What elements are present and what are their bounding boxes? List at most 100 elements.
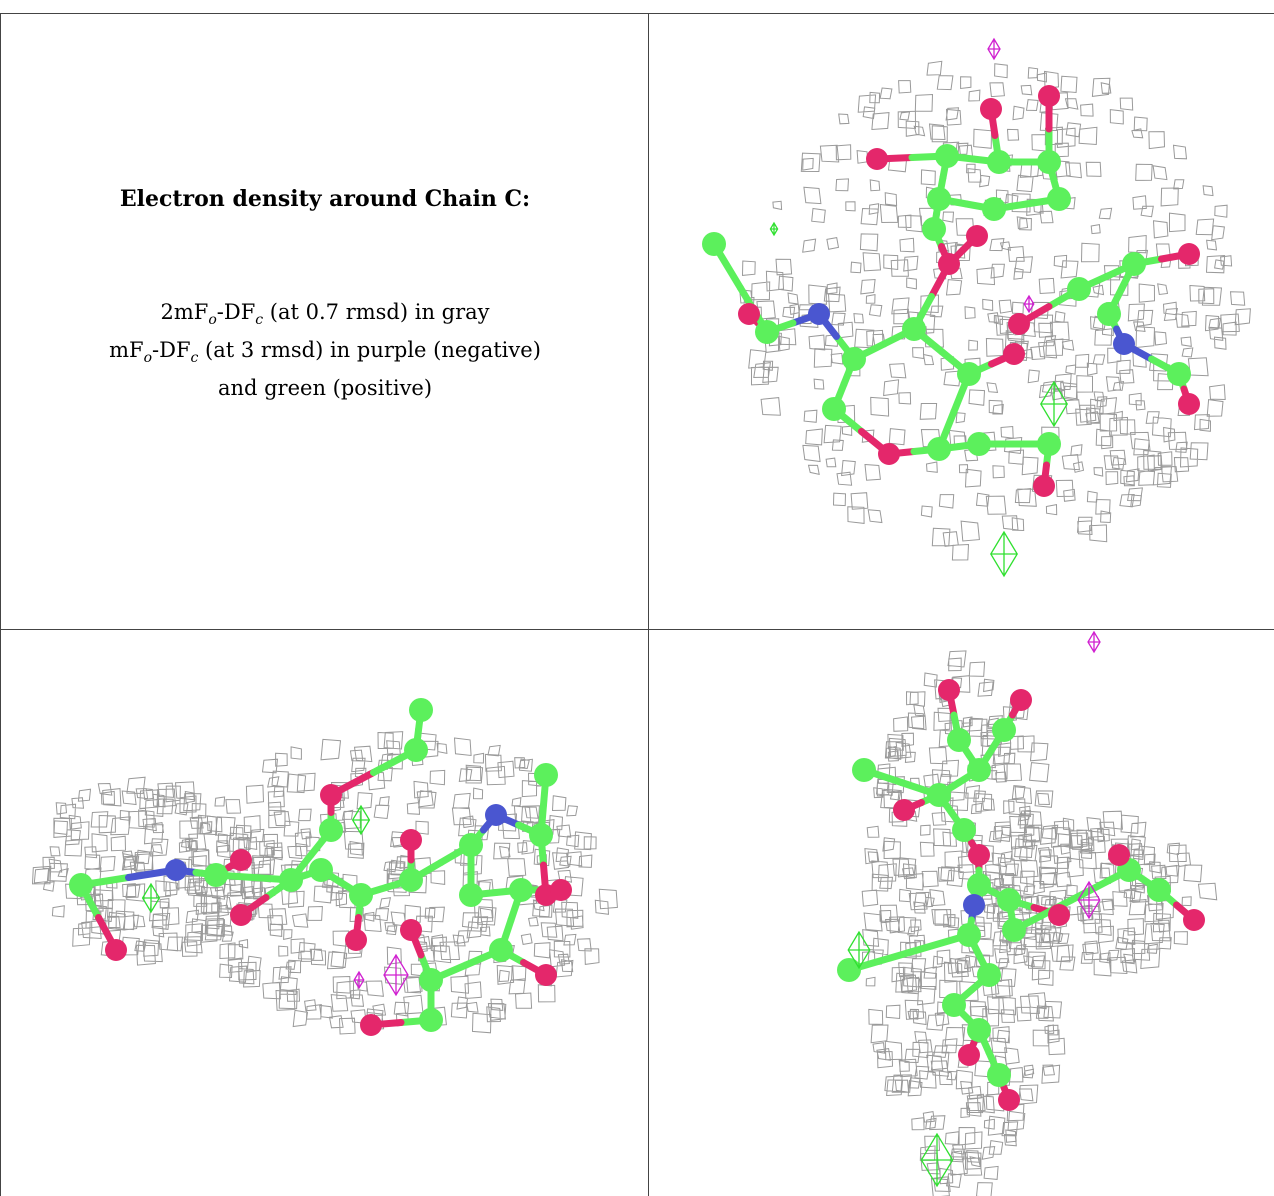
atom-C <box>1002 918 1026 942</box>
atom-O <box>738 303 760 325</box>
atom-O <box>1048 904 1070 926</box>
positive-density-blob <box>769 221 779 237</box>
atom-C <box>837 958 861 982</box>
atom-C <box>755 320 779 344</box>
legend-line-positive: and green (positive) <box>217 376 433 401</box>
atom-O <box>938 253 960 275</box>
atom-C <box>1037 432 1061 456</box>
atom-C <box>977 963 1001 987</box>
positive-density-blob <box>141 882 161 914</box>
atom-C <box>1067 277 1091 301</box>
atom-C <box>489 938 513 962</box>
atom-C <box>997 888 1021 912</box>
atom-C <box>1097 302 1121 326</box>
atom-C <box>842 347 866 371</box>
atom-C <box>319 818 343 842</box>
atom-O <box>535 964 557 986</box>
atom-O <box>400 919 422 941</box>
atom-O <box>1108 844 1130 866</box>
atom-O <box>1008 313 1030 335</box>
atom-O <box>866 148 888 170</box>
positive-density-blob <box>351 804 371 836</box>
atom-C <box>942 993 966 1017</box>
atom-O <box>105 939 127 961</box>
atom-O <box>230 849 252 871</box>
positive-density-blob <box>847 930 871 970</box>
atom-C <box>1047 187 1071 211</box>
negative-density-blob <box>383 953 409 997</box>
atom-C <box>927 783 951 807</box>
caption-legend: 2mFo-DFc (at 0.7 rmsd) in gray mFo-DFc (… <box>1 297 648 403</box>
atom-N <box>485 804 507 826</box>
atom-C <box>349 883 373 907</box>
atom-C <box>967 1018 991 1042</box>
density-view-bottom-left <box>1 630 648 1196</box>
atom-C <box>852 758 876 782</box>
positive-density-blob <box>1040 380 1068 428</box>
legend-line-2fofc: 2mFo-DFc (at 0.7 rmsd) in gray <box>160 300 490 329</box>
density-view-top-right-image <box>702 37 1251 578</box>
atom-O <box>938 679 960 701</box>
atom-N <box>1113 333 1135 355</box>
caption-title: Electron density around Chain C: <box>119 186 531 212</box>
ball-and-stick-model <box>702 85 1200 497</box>
atom-O <box>550 879 572 901</box>
atom-O <box>1033 475 1055 497</box>
atom-C <box>1167 362 1191 386</box>
atom-C <box>992 718 1016 742</box>
atom-C <box>987 150 1011 174</box>
atom-C <box>309 858 333 882</box>
atom-C <box>935 144 959 168</box>
atom-C <box>967 873 991 897</box>
atom-C <box>967 432 991 456</box>
atom-O <box>345 929 367 951</box>
table-border-middle <box>0 629 1274 630</box>
atom-C <box>952 818 976 842</box>
table-border-center <box>648 13 649 1196</box>
ball-and-stick-model <box>69 698 572 1036</box>
ball-and-stick-model <box>837 679 1205 1111</box>
density-view-bottom-right <box>649 630 1274 1196</box>
positive-density-blob <box>920 1132 954 1188</box>
atom-C <box>399 868 423 892</box>
negative-density-blob <box>1077 880 1101 920</box>
atom-O <box>1038 85 1060 107</box>
atom-O <box>998 1089 1020 1111</box>
atom-C <box>509 878 533 902</box>
density-view-bottom-right-image <box>837 630 1218 1196</box>
negative-density-blob <box>1087 630 1101 654</box>
atom-N <box>808 303 830 325</box>
atom-C <box>459 883 483 907</box>
atom-C <box>279 868 303 892</box>
atom-O <box>878 443 900 465</box>
atom-C <box>69 873 93 897</box>
positive-density-blob <box>990 530 1018 578</box>
atom-C <box>702 232 726 256</box>
atom-O <box>1178 243 1200 265</box>
atom-O <box>1003 343 1025 365</box>
atom-C <box>957 923 981 947</box>
atom-C <box>419 968 443 992</box>
atom-O <box>893 799 915 821</box>
atom-C <box>822 397 846 421</box>
atom-C <box>1037 150 1061 174</box>
atom-C <box>987 1063 1011 1087</box>
atom-C <box>967 758 991 782</box>
atom-O <box>400 829 422 851</box>
atom-O <box>980 98 1002 120</box>
negative-density-blob <box>1023 294 1035 314</box>
atom-C <box>947 728 971 752</box>
atom-O <box>1183 909 1205 931</box>
atom-C <box>534 763 558 787</box>
table-border-top <box>0 13 1274 14</box>
atom-C <box>922 217 946 241</box>
atom-C <box>459 833 483 857</box>
atom-C <box>1122 252 1146 276</box>
atom-C <box>404 738 428 762</box>
atom-C <box>902 317 926 341</box>
atom-C <box>927 437 951 461</box>
negative-density-blob <box>353 970 365 990</box>
atom-O <box>1010 689 1032 711</box>
atom-O <box>360 1014 382 1036</box>
